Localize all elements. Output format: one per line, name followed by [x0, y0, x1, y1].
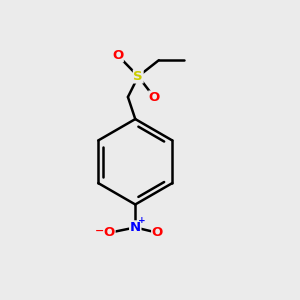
Text: +: +	[138, 217, 146, 226]
Text: −: −	[95, 225, 105, 236]
Text: O: O	[152, 226, 163, 239]
Text: S: S	[134, 70, 143, 83]
Text: O: O	[104, 226, 115, 239]
Text: O: O	[112, 49, 123, 62]
Text: O: O	[149, 91, 160, 104]
Text: N: N	[130, 221, 141, 234]
